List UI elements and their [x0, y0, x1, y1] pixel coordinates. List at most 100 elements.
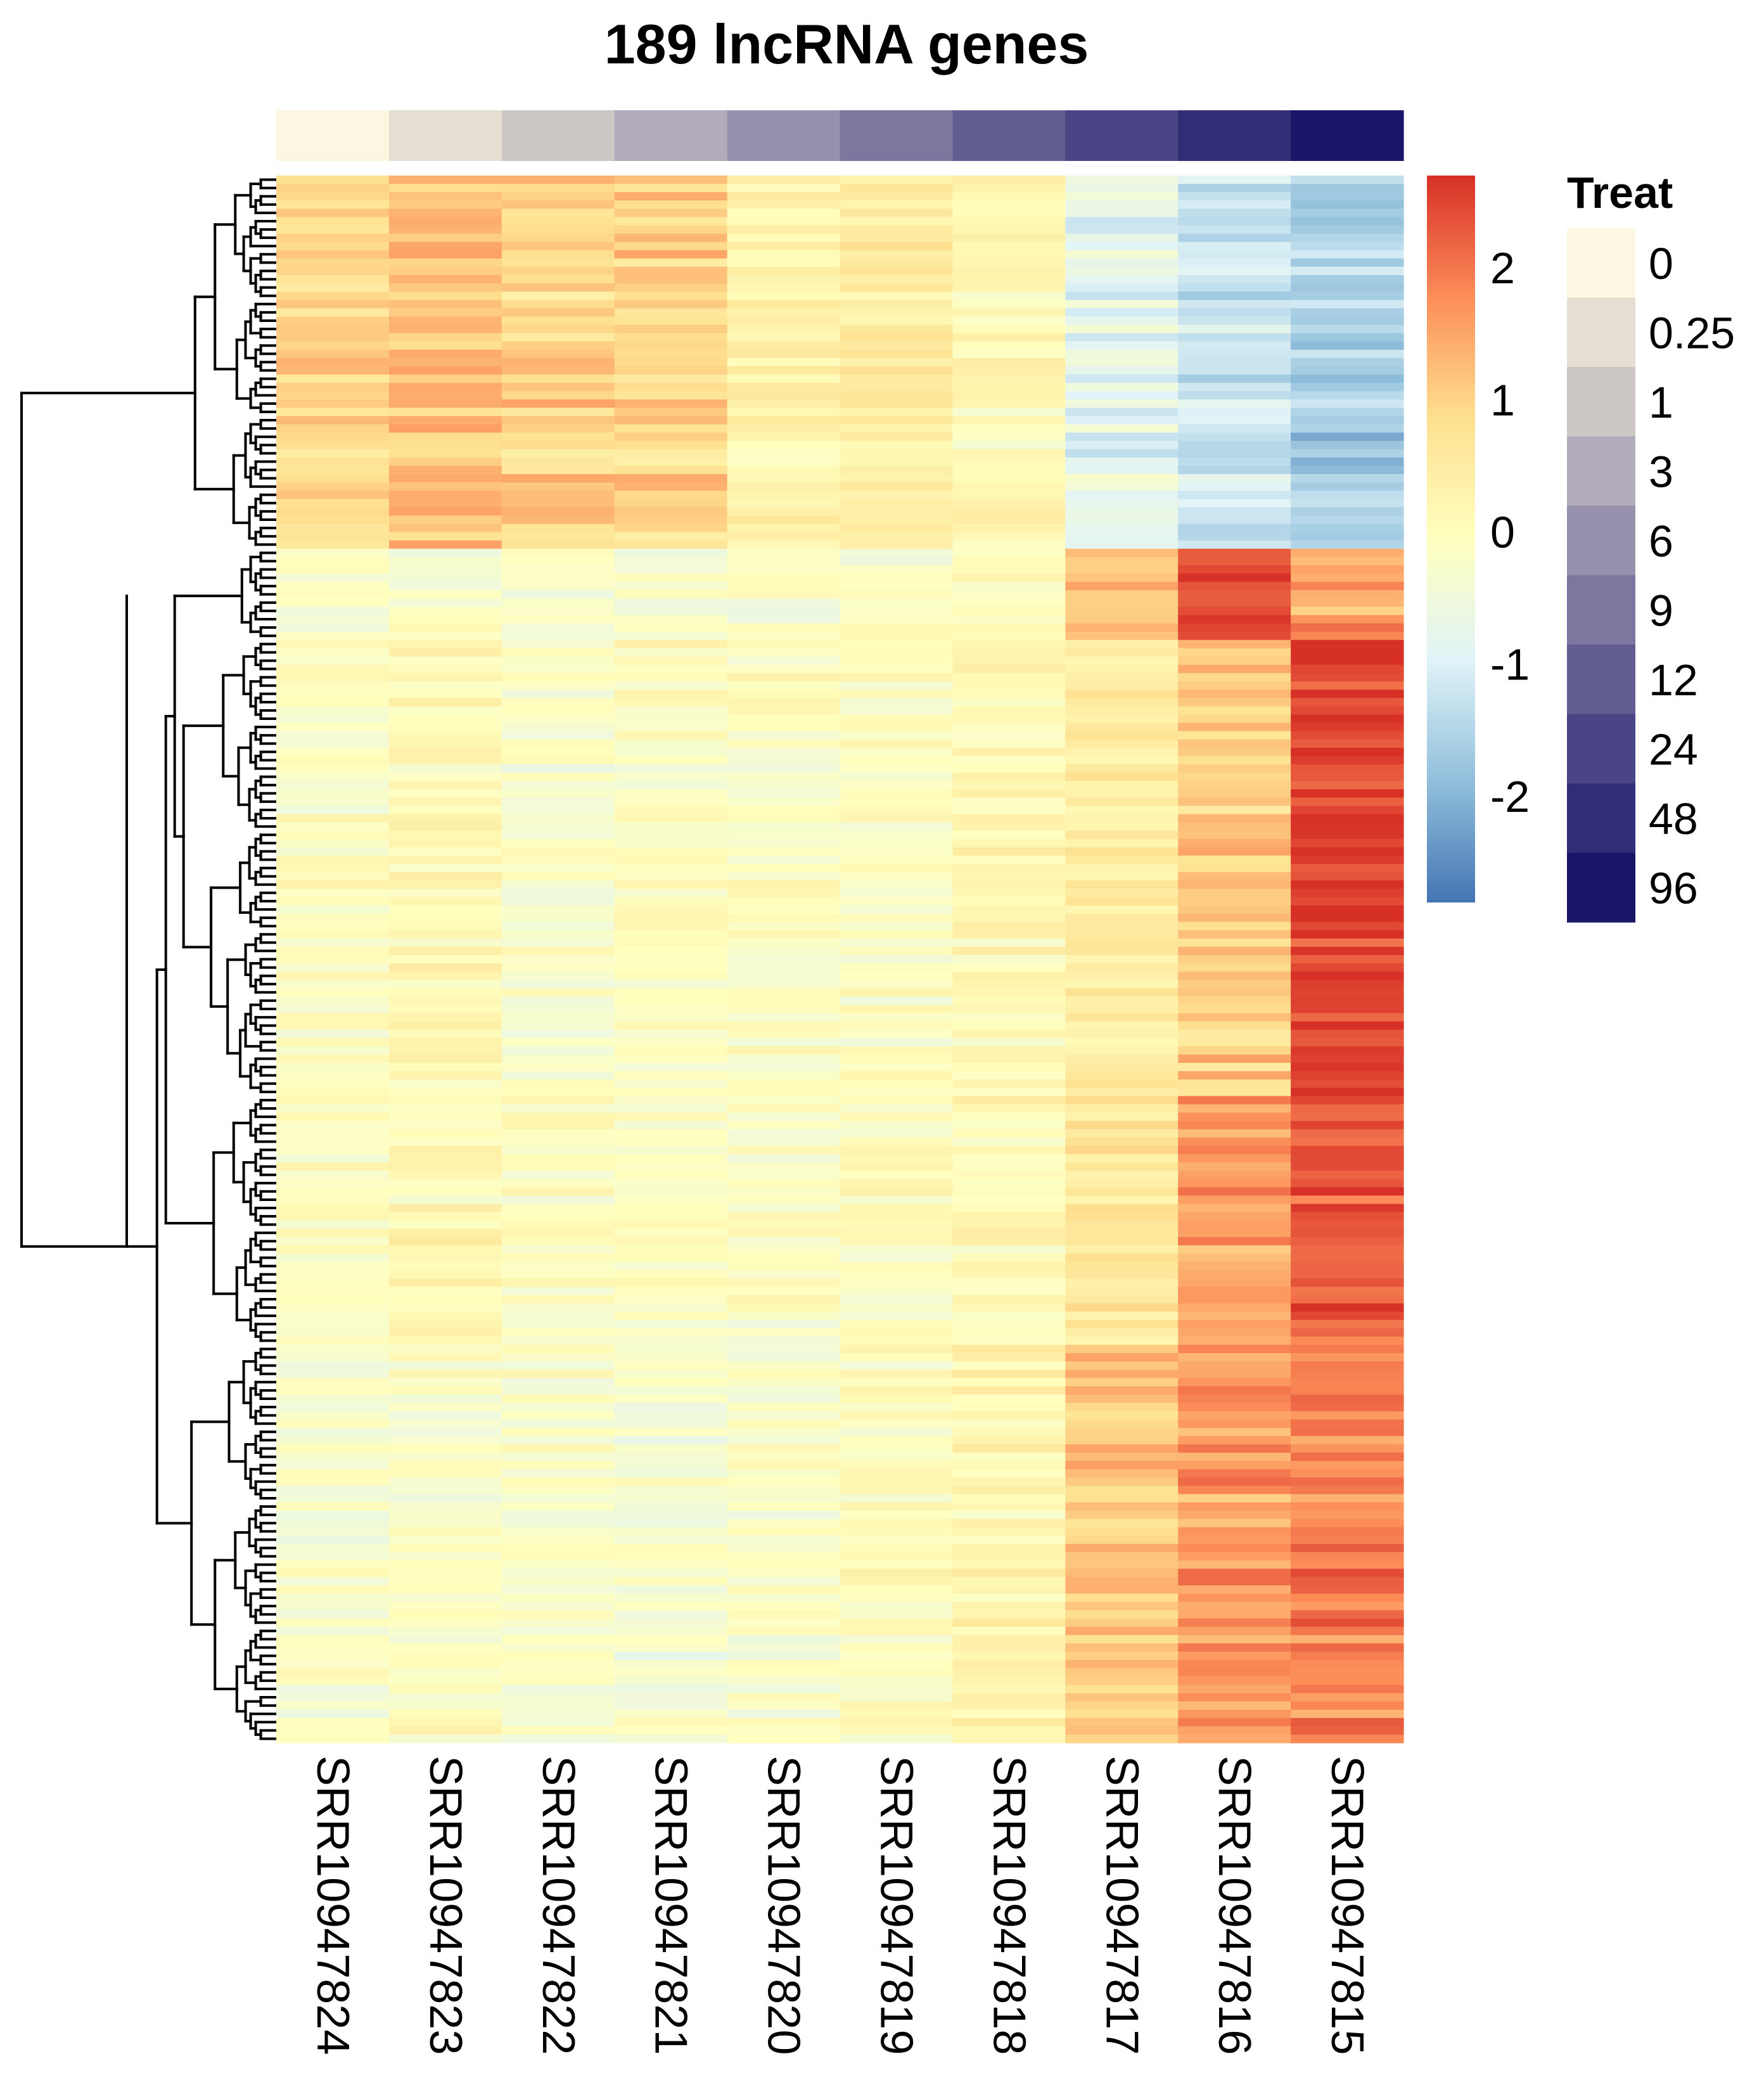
- heatmap-cell: [1178, 292, 1291, 300]
- heatmap-cell: [388, 1461, 502, 1470]
- heatmap-cell: [952, 855, 1066, 864]
- heatmap-cell: [388, 499, 502, 508]
- heatmap-cell: [952, 1236, 1066, 1246]
- heatmap-cell: [1291, 747, 1404, 757]
- heatmap-cell: [1065, 515, 1179, 525]
- heatmap-cell: [727, 1270, 841, 1279]
- heatmap-cell: [1178, 548, 1291, 558]
- heatmap-cell: [276, 946, 390, 956]
- heatmap-cell: [388, 1104, 502, 1114]
- heatmap-cell: [1178, 1494, 1291, 1503]
- heatmap-cell: [276, 872, 390, 881]
- heatmap-cell: [614, 1303, 728, 1313]
- heatmap-cell: [501, 864, 615, 873]
- heatmap-cell: [614, 391, 728, 400]
- heatmap-cell: [276, 524, 390, 533]
- heatmap-cell: [1291, 1303, 1404, 1313]
- heatmap-cell: [614, 507, 728, 517]
- heatmap-cell: [727, 548, 841, 558]
- heatmap-cell: [501, 755, 615, 765]
- heatmap-cell: [1178, 1278, 1291, 1287]
- heatmap-cell: [501, 1353, 615, 1362]
- heatmap-cell: [501, 1685, 615, 1694]
- heatmap-cell: [952, 988, 1066, 997]
- heatmap-cell: [1291, 474, 1404, 483]
- heatmap-cell: [614, 1419, 728, 1429]
- heatmap-cell: [840, 838, 953, 848]
- heatmap-cell: [614, 1461, 728, 1470]
- heatmap-cell: [501, 648, 615, 657]
- heatmap-cell: [1178, 930, 1291, 939]
- heatmap-cell: [388, 1444, 502, 1453]
- heatmap-cell: [1178, 1320, 1291, 1329]
- heatmap-cell: [1291, 1602, 1404, 1611]
- heatmap-cell: [388, 1088, 502, 1096]
- heatmap-cell: [952, 714, 1066, 724]
- heatmap-cell: [1291, 1228, 1404, 1238]
- treat-annotation-cell: [614, 110, 728, 161]
- heatmap-cell: [1178, 1262, 1291, 1271]
- heatmap-cell: [1178, 1171, 1291, 1179]
- heatmap-cell: [388, 1254, 502, 1262]
- heatmap-cell: [1178, 432, 1291, 442]
- heatmap-cell: [1065, 664, 1179, 674]
- heatmap-cell: [727, 1685, 841, 1694]
- heatmap-cell: [727, 855, 841, 864]
- heatmap-cell: [501, 408, 615, 417]
- heatmap-cell: [727, 1171, 841, 1179]
- heatmap-cell: [276, 1419, 390, 1429]
- heatmap-cell: [501, 1320, 615, 1329]
- heatmap-cell: [840, 1287, 953, 1296]
- heatmap-cell: [614, 1079, 728, 1088]
- heatmap-cell: [276, 582, 390, 591]
- heatmap-cell: [952, 308, 1066, 318]
- heatmap-cell: [388, 880, 502, 889]
- heatmap-cell: [1178, 1652, 1291, 1660]
- heatmap-cell: [1178, 922, 1291, 931]
- heatmap-cell: [952, 399, 1066, 408]
- heatmap-cell: [1291, 357, 1404, 367]
- heatmap-cell: [1065, 1245, 1179, 1254]
- heatmap-cell: [388, 1427, 502, 1437]
- heatmap-cell: [276, 1344, 390, 1354]
- heatmap-cell: [1291, 1311, 1404, 1321]
- heatmap-cell: [840, 556, 953, 566]
- heatmap-cell: [276, 1378, 390, 1387]
- heatmap-cell: [727, 209, 841, 218]
- heatmap-cell: [1065, 209, 1179, 218]
- heatmap-cell: [1291, 1104, 1404, 1114]
- heatmap-cell: [727, 524, 841, 533]
- heatmap-cell: [727, 1129, 841, 1138]
- heatmap-cell: [840, 1394, 953, 1404]
- heatmap-cell: [388, 590, 502, 599]
- heatmap-cell: [727, 1336, 841, 1346]
- heatmap-cell: [727, 574, 841, 582]
- heatmap-cell: [952, 897, 1066, 906]
- heatmap-cell: [614, 889, 728, 897]
- heatmap-cell: [952, 1593, 1066, 1603]
- heatmap-cell: [614, 872, 728, 881]
- heatmap-cell: [614, 864, 728, 873]
- heatmap-cell: [614, 681, 728, 690]
- heatmap-cell: [1065, 1543, 1179, 1553]
- heatmap-cell: [501, 1370, 615, 1378]
- heatmap-cell: [952, 416, 1066, 425]
- heatmap-cell: [952, 1228, 1066, 1238]
- heatmap-cell: [727, 316, 841, 326]
- heatmap-cell: [1178, 357, 1291, 367]
- treat-annotation-cell: [388, 110, 502, 161]
- heatmap-cell: [727, 739, 841, 748]
- heatmap-cell: [1065, 615, 1179, 624]
- heatmap-cell: [840, 847, 953, 856]
- heatmap-cell: [727, 897, 841, 906]
- heatmap-cell: [501, 631, 615, 641]
- heatmap-cell: [727, 1668, 841, 1677]
- heatmap-cell: [1065, 905, 1179, 915]
- heatmap-cell: [1178, 864, 1291, 873]
- heatmap-cell: [501, 1569, 615, 1577]
- color-scale-tick-label: -2: [1490, 772, 1530, 821]
- heatmap-cell: [1291, 300, 1404, 309]
- heatmap-cell: [1065, 1195, 1179, 1205]
